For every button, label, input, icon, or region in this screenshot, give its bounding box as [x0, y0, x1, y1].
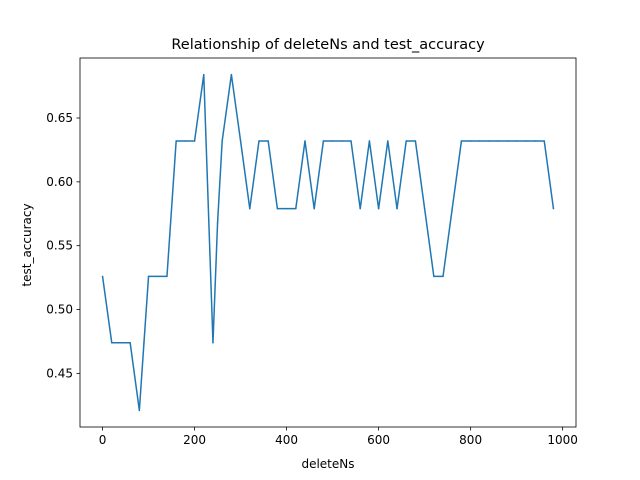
data-point: [451, 207, 453, 210]
data-point: [295, 207, 297, 210]
x-axis-ticks: 0 200 400 600 800 1000: [99, 427, 578, 447]
x-tick-label: 1000: [547, 433, 578, 447]
data-point: [276, 207, 279, 210]
data-point: [515, 140, 518, 142]
data-point: [479, 140, 481, 142]
data-point: [460, 140, 463, 142]
data-point: [216, 221, 219, 224]
data-point: [552, 207, 555, 210]
data-point: [534, 140, 536, 142]
x-tick-label: 400: [275, 433, 298, 447]
data-point: [285, 207, 288, 210]
x-tick-label: 600: [367, 433, 390, 447]
data-point: [488, 140, 490, 142]
data-point: [193, 140, 196, 142]
data-point: [258, 140, 260, 142]
data-point: [350, 140, 352, 142]
data-point: [138, 409, 141, 412]
data-point: [377, 207, 380, 210]
data-point: [239, 140, 242, 142]
y-axis-ticks: 0.45 0.50 0.55 0.60 0.65: [46, 111, 80, 380]
data-point: [341, 140, 343, 142]
data-point: [101, 275, 104, 278]
data-point: [203, 73, 205, 76]
x-tick-label: 0: [99, 433, 107, 447]
data-point: [506, 140, 509, 142]
data-point: [304, 140, 306, 142]
data-point: [433, 275, 435, 278]
data-point: [184, 140, 187, 142]
data-point: [111, 341, 113, 344]
data-point: [469, 140, 472, 142]
data-point: [147, 275, 150, 278]
series-line: [101, 73, 555, 412]
data-point: [143, 341, 145, 344]
y-tick-label: 0.45: [46, 366, 73, 380]
data-point: [442, 275, 444, 278]
data-point: [497, 140, 499, 142]
data-point: [414, 140, 417, 142]
data-point: [249, 207, 251, 210]
data-point: [157, 275, 159, 278]
x-axis-label: deleteNs: [301, 457, 354, 471]
data-point: [359, 207, 361, 210]
y-axis-label: test_accuracy: [20, 203, 34, 286]
data-point: [267, 140, 269, 142]
chart-title: Relationship of deleteNs and test_accura…: [171, 37, 485, 53]
data-point: [212, 341, 214, 344]
data-point: [129, 341, 131, 344]
data-point: [525, 140, 527, 142]
data-point: [221, 140, 223, 142]
data-point: [322, 140, 325, 142]
y-tick-label: 0.55: [46, 239, 73, 253]
x-tick-label: 800: [459, 433, 482, 447]
data-point: [313, 207, 315, 210]
data-point: [120, 341, 122, 344]
data-point: [166, 275, 168, 278]
x-tick-label: 200: [183, 433, 206, 447]
data-point: [230, 73, 233, 76]
data-point: [543, 140, 545, 142]
axes-frame: [79, 57, 577, 428]
data-point: [396, 207, 398, 210]
data-point: [175, 140, 177, 142]
data-point: [331, 140, 334, 142]
data-point: [423, 207, 426, 210]
data-point: [405, 140, 407, 142]
y-tick-label: 0.60: [46, 175, 73, 189]
data-point: [368, 140, 371, 142]
y-tick-label: 0.65: [46, 111, 73, 125]
plot-area: [79, 57, 577, 428]
y-tick-label: 0.50: [46, 303, 73, 317]
data-point: [387, 140, 389, 142]
